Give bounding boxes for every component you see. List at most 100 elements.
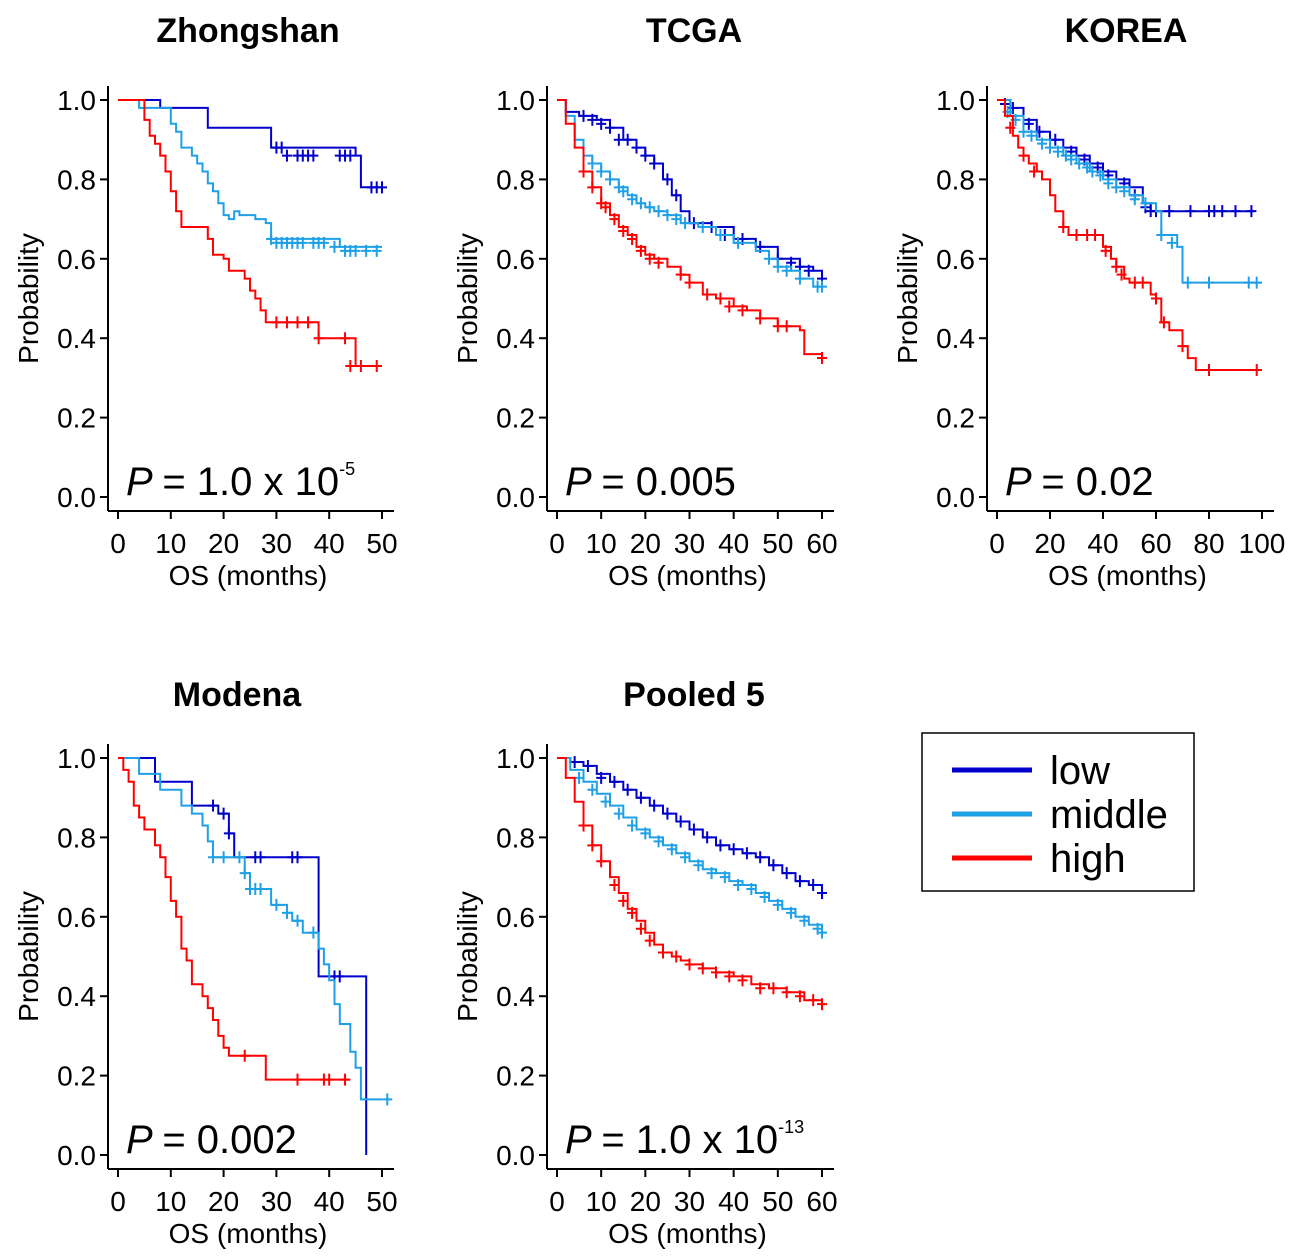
x-tick-label: 30 (674, 1186, 705, 1217)
censor-mark-middle (587, 157, 598, 170)
censor-mark-low (755, 851, 766, 864)
x-tick-label: 10 (586, 1186, 617, 1217)
y-tick-label: 0.6 (496, 244, 535, 275)
censor-mark-high (635, 922, 646, 935)
censor-mark-high (578, 819, 589, 832)
censor-mark-middle (640, 827, 651, 840)
y-tick-label: 0.8 (936, 164, 975, 195)
km-curve-middle (557, 757, 823, 933)
censor-mark-high (596, 855, 607, 868)
censor-mark-middle (1087, 165, 1098, 178)
censor-mark-high (324, 1073, 335, 1086)
y-tick-label: 0.6 (496, 902, 535, 933)
x-tick-label: 30 (261, 528, 292, 559)
censor-mark-high (1058, 221, 1069, 234)
x-tick-label: 50 (762, 528, 793, 559)
censor-mark-middle (382, 1093, 393, 1106)
censor-mark-high (653, 256, 664, 269)
censor-mark-high (644, 934, 655, 947)
p-value-annotation: P = 0.02 (1005, 460, 1154, 504)
x-tick-label: 0 (110, 528, 126, 559)
censor-mark-high (609, 213, 620, 226)
y-tick-label: 1.0 (496, 743, 535, 774)
censor-mark-high (340, 1073, 351, 1086)
censor-mark-low (1230, 205, 1241, 218)
censor-mark-low (596, 771, 607, 784)
censor-mark-middle (605, 173, 615, 186)
censor-mark-high (808, 994, 819, 1007)
censor-mark-middle (371, 244, 382, 257)
panel-title: Modena (173, 676, 303, 714)
y-tick-label: 0.4 (496, 981, 535, 1012)
censor-mark-high (768, 982, 779, 995)
censor-mark-middle (817, 280, 827, 293)
censor-mark-high (1204, 363, 1214, 376)
censor-mark-middle (1156, 228, 1167, 241)
censor-mark-low (794, 875, 805, 888)
censor-mark-low (662, 807, 673, 820)
y-tick-label: 0.6 (936, 244, 975, 275)
censor-mark-low (218, 807, 229, 820)
x-tick-label: 40 (718, 528, 749, 559)
x-tick-label: 0 (549, 1186, 565, 1217)
censor-mark-middle (1111, 181, 1122, 194)
censor-mark-middle (1037, 137, 1048, 150)
legend-label-low: low (1050, 749, 1110, 793)
censor-mark-low (688, 823, 699, 836)
censor-mark-middle (693, 859, 704, 872)
censor-mark-low (675, 815, 686, 828)
p-value-annotation: P = 0.005 (565, 460, 736, 504)
censor-mark-low (781, 867, 792, 880)
censor-mark-low (292, 851, 303, 864)
censor-mark-low (741, 847, 752, 860)
censor-mark-high (658, 946, 668, 959)
x-axis-label: OS (months) (608, 1218, 767, 1249)
censor-mark-high (1071, 228, 1082, 241)
censor-mark-middle (1129, 193, 1140, 206)
censor-mark-high (772, 320, 783, 333)
censor-mark-middle (1074, 157, 1085, 170)
censor-mark-middle (781, 264, 792, 277)
censor-mark-low (1217, 205, 1228, 218)
censor-mark-high (1151, 292, 1161, 305)
censor-mark-low (622, 133, 633, 146)
panel-title: Zhongshan (156, 12, 339, 50)
censor-mark-middle (680, 851, 691, 864)
censor-mark-high (609, 879, 620, 892)
censor-mark-high (644, 252, 655, 265)
censor-mark-high (355, 359, 366, 372)
censor-mark-low (587, 113, 598, 126)
censor-mark-low (817, 886, 827, 899)
censor-mark-middle (308, 926, 319, 939)
x-tick-label: 10 (155, 1186, 186, 1217)
censor-mark-middle (1060, 149, 1071, 162)
censor-mark-high (627, 906, 638, 919)
y-tick-label: 0.0 (936, 482, 975, 513)
censor-mark-middle (1052, 145, 1063, 158)
x-tick-label: 30 (674, 528, 705, 559)
censor-mark-middle (627, 819, 638, 832)
censor-mark-low (609, 775, 620, 788)
censor-mark-high (817, 352, 827, 365)
y-axis-label: Probability (452, 233, 483, 364)
x-tick-label: 0 (989, 528, 1005, 559)
x-tick-label: 20 (1034, 528, 1065, 559)
x-axis-label: OS (months) (169, 1218, 328, 1249)
y-tick-label: 1.0 (496, 85, 535, 116)
y-tick-label: 0.6 (57, 902, 96, 933)
censor-mark-low (649, 799, 660, 812)
y-tick-label: 0.0 (57, 1140, 96, 1171)
censor-mark-low (671, 189, 682, 202)
censor-mark-middle (297, 236, 308, 249)
legend-label-middle: middle (1050, 793, 1168, 837)
censor-mark-middle (653, 835, 664, 848)
y-tick-label: 0.8 (57, 164, 96, 195)
censor-mark-high (1158, 316, 1169, 329)
censor-mark-low (613, 133, 624, 146)
km-panel: TCGA 0.0 0.2 0.4 0.6 0.8 1.0 0 10 20 30 40 50 60 OS (m… (452, 12, 838, 591)
censor-mark-low (635, 791, 646, 804)
censor-mark-middle (1026, 129, 1037, 142)
legend-label-high: high (1050, 837, 1126, 881)
censor-mark-low (715, 839, 726, 852)
km-panel: Modena 0.0 0.2 0.4 0.6 0.8 1.0 0 10 20 30 40 50 OS (m… (13, 676, 398, 1249)
